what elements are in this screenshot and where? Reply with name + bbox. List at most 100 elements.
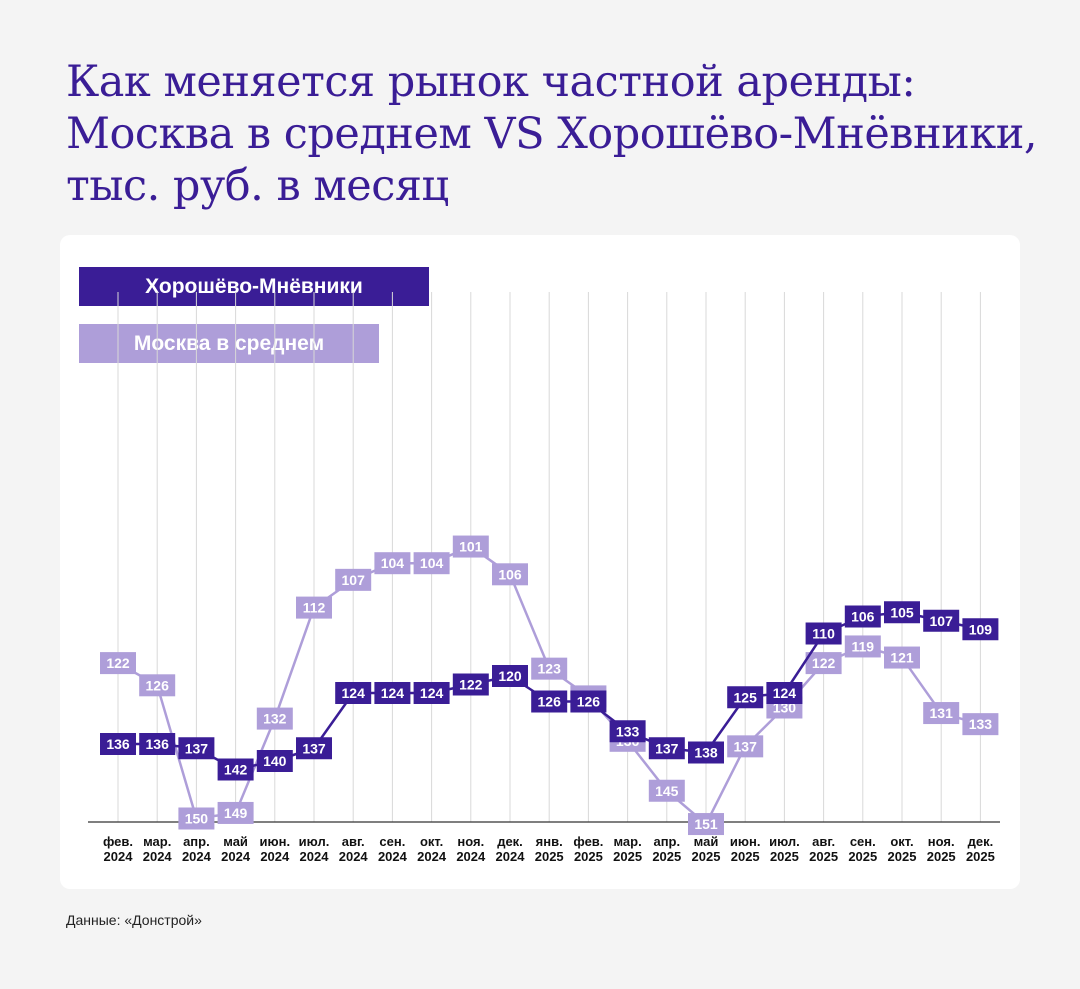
x-tick-label-month: авг. <box>812 834 835 849</box>
data-point: 109 <box>962 618 999 641</box>
data-label-box <box>923 609 960 632</box>
data-label-box <box>100 733 136 755</box>
x-tick-label-month: июн. <box>260 834 291 849</box>
data-label-box <box>609 720 646 743</box>
data-label: 105 <box>890 604 914 620</box>
data-label-box <box>805 652 842 675</box>
data-label-box <box>962 618 999 641</box>
x-tick-label-year: 2025 <box>927 849 956 864</box>
data-point: 140 <box>256 750 293 772</box>
data-label: 149 <box>224 805 248 821</box>
x-tick-label-year: 2025 <box>574 849 603 864</box>
x-tick-label-month: июн. <box>730 834 761 849</box>
data-point: 122 <box>805 652 842 675</box>
data-label-box <box>256 750 293 772</box>
data-label-box <box>256 707 293 730</box>
data-label-box <box>217 801 254 824</box>
data-label: 122 <box>106 655 130 671</box>
data-label-box <box>727 735 764 758</box>
x-tick-label-year: 2025 <box>613 849 642 864</box>
x-tick-label-year: 2025 <box>731 849 760 864</box>
x-tick-label-year: 2024 <box>456 849 486 864</box>
x-tick-label-month: мар. <box>613 834 641 849</box>
x-tick-label-month: фев. <box>103 834 133 849</box>
data-label: 124 <box>773 685 797 701</box>
x-tick-label-month: фев. <box>573 834 603 849</box>
data-point: 138 <box>688 741 724 764</box>
data-label: 126 <box>146 677 170 693</box>
data-label: 137 <box>655 740 679 756</box>
x-axis: фев.2024мар.2024апр.2024май2024июн.2024и… <box>88 821 1000 864</box>
data-label-box <box>648 737 685 760</box>
data-point: 124 <box>335 682 372 704</box>
x-tick-label-month: апр. <box>653 834 680 849</box>
data-point: 123 <box>531 657 568 680</box>
data-label-box <box>374 682 411 704</box>
data-label: 126 <box>577 694 601 710</box>
data-label: 122 <box>812 655 836 671</box>
data-label: 110 <box>812 626 835 642</box>
data-point: 151 <box>688 813 724 836</box>
data-label: 109 <box>969 621 993 637</box>
data-label-box <box>727 686 764 709</box>
data-label: 136 <box>146 736 170 752</box>
data-point: 106 <box>844 605 881 628</box>
data-label-box <box>531 657 568 680</box>
data-label: 125 <box>734 689 758 705</box>
data-label-box <box>100 652 136 675</box>
x-tick-label-year: 2025 <box>848 849 877 864</box>
data-label: 101 <box>459 539 483 555</box>
data-label-box <box>884 601 920 624</box>
data-label-box <box>844 635 881 658</box>
data-point: 107 <box>923 609 960 632</box>
data-label: 107 <box>930 613 954 629</box>
data-label-box <box>335 682 372 704</box>
data-point: 110 <box>805 622 842 645</box>
x-tick-label-month: дек. <box>968 834 994 849</box>
data-point: 136 <box>100 733 136 755</box>
data-label: 121 <box>890 650 914 666</box>
grid <box>117 292 981 822</box>
data-point: 131 <box>923 702 960 725</box>
data-label-box <box>335 568 372 591</box>
data-label: 151 <box>694 816 718 832</box>
x-tick-label-month: дек. <box>497 834 523 849</box>
series-moscow: 1221261501491321121071041041011061231281… <box>100 535 999 836</box>
x-tick-label-year: 2025 <box>535 849 564 864</box>
data-label-box <box>923 702 960 725</box>
x-tick-label-month: июл. <box>299 834 330 849</box>
data-label: 107 <box>342 572 366 588</box>
data-label-box <box>648 779 685 802</box>
data-label-box <box>217 758 254 781</box>
data-point: 104 <box>374 552 411 575</box>
data-label-box <box>531 690 568 713</box>
x-tick-label-year: 2024 <box>378 849 408 864</box>
data-label-box <box>570 690 607 713</box>
data-label: 120 <box>498 668 522 684</box>
data-label: 137 <box>185 740 209 756</box>
x-tick-label-year: 2024 <box>143 849 173 864</box>
data-label-box <box>844 605 881 628</box>
data-point: 137 <box>296 737 332 760</box>
x-tick-label-year: 2024 <box>221 849 251 864</box>
data-label: 124 <box>420 685 444 701</box>
data-label: 124 <box>381 685 405 701</box>
data-label-box <box>884 646 920 669</box>
data-label-box <box>452 673 489 696</box>
data-label-box <box>178 737 215 760</box>
x-tick-label-year: 2025 <box>652 849 681 864</box>
data-point: 145 <box>648 779 685 802</box>
data-point: 137 <box>178 737 215 760</box>
data-label-box <box>374 552 411 575</box>
legend-moscow: Москва в среднем <box>79 324 379 363</box>
data-point: 126 <box>531 690 568 713</box>
data-point: 124 <box>413 682 450 704</box>
x-tick-label-year: 2024 <box>300 849 330 864</box>
data-label-box <box>962 713 999 736</box>
x-tick-label-year: 2025 <box>770 849 799 864</box>
data-label: 133 <box>969 716 993 732</box>
data-label: 123 <box>538 661 562 677</box>
x-tick-label-month: янв. <box>536 834 563 849</box>
data-label-box <box>688 741 724 764</box>
